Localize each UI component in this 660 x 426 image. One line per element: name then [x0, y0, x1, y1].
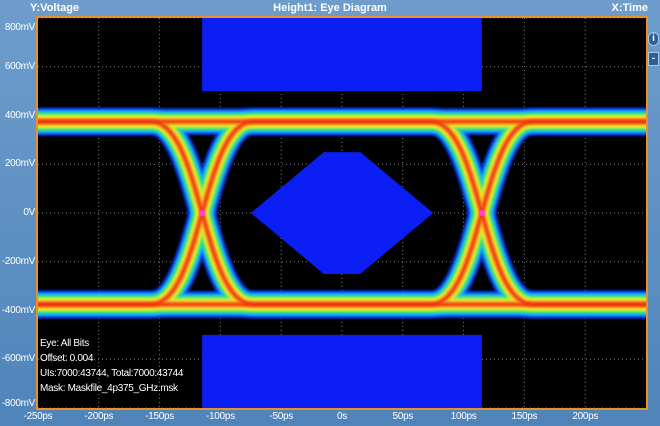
- x-tick-label: 50ps: [392, 411, 414, 422]
- crossing-point: [478, 210, 485, 216]
- info-icon[interactable]: i: [648, 32, 659, 46]
- x-tick-label: 200ps: [572, 411, 599, 422]
- eye-plot-area[interactable]: [36, 16, 648, 410]
- y-tick-label: 600mV: [4, 60, 35, 72]
- x-tick-label: -200ps: [84, 411, 114, 422]
- y-tick-label: 200mV: [4, 158, 35, 170]
- info-panel: Eye: All Bits Offset: 0.004 UIs:7000:437…: [40, 336, 183, 396]
- bottom-mask: [202, 334, 482, 408]
- y-axis-label: Y:Voltage: [30, 2, 80, 14]
- x-tick-label: -150ps: [145, 411, 174, 422]
- x-axis-label: X:Time: [611, 2, 648, 14]
- y-tick-label: -400mV: [1, 304, 36, 316]
- counts-info: UIs:7000:43744, Total:7000:43744: [40, 368, 184, 379]
- crossing-point: [199, 210, 206, 216]
- y-tick-label: -600mV: [1, 353, 36, 365]
- title-bar: Y:Voltage Height1: Eye Diagram X:Time: [0, 0, 660, 16]
- x-tick-label: 0s: [337, 411, 347, 422]
- y-tick-label: -200mV: [1, 255, 36, 267]
- y-tick-label: 800mV: [4, 22, 35, 33]
- top-mask: [202, 18, 482, 92]
- mask-info: Mask: Maskfile_4p375_GHz.msk: [40, 383, 178, 394]
- x-tick-label: 100ps: [450, 411, 477, 422]
- eye-diagram-svg: [38, 18, 646, 408]
- y-tick-label: 400mV: [4, 109, 35, 121]
- y-tick-label: 0V: [23, 207, 35, 218]
- center-mask: [250, 152, 434, 274]
- x-tick-label: -100ps: [206, 411, 235, 422]
- minus-button[interactable]: -: [648, 52, 659, 66]
- x-tick-label: -50ps: [269, 411, 293, 422]
- offset-info: Offset: 0.004: [40, 353, 94, 364]
- x-tick-label: 150ps: [511, 411, 538, 422]
- eye-info: Eye: All Bits: [40, 338, 89, 349]
- window-title: Height1: Eye Diagram: [273, 2, 387, 14]
- x-tick-label: -250ps: [23, 411, 53, 422]
- y-tick-label: -800mV: [1, 398, 36, 409]
